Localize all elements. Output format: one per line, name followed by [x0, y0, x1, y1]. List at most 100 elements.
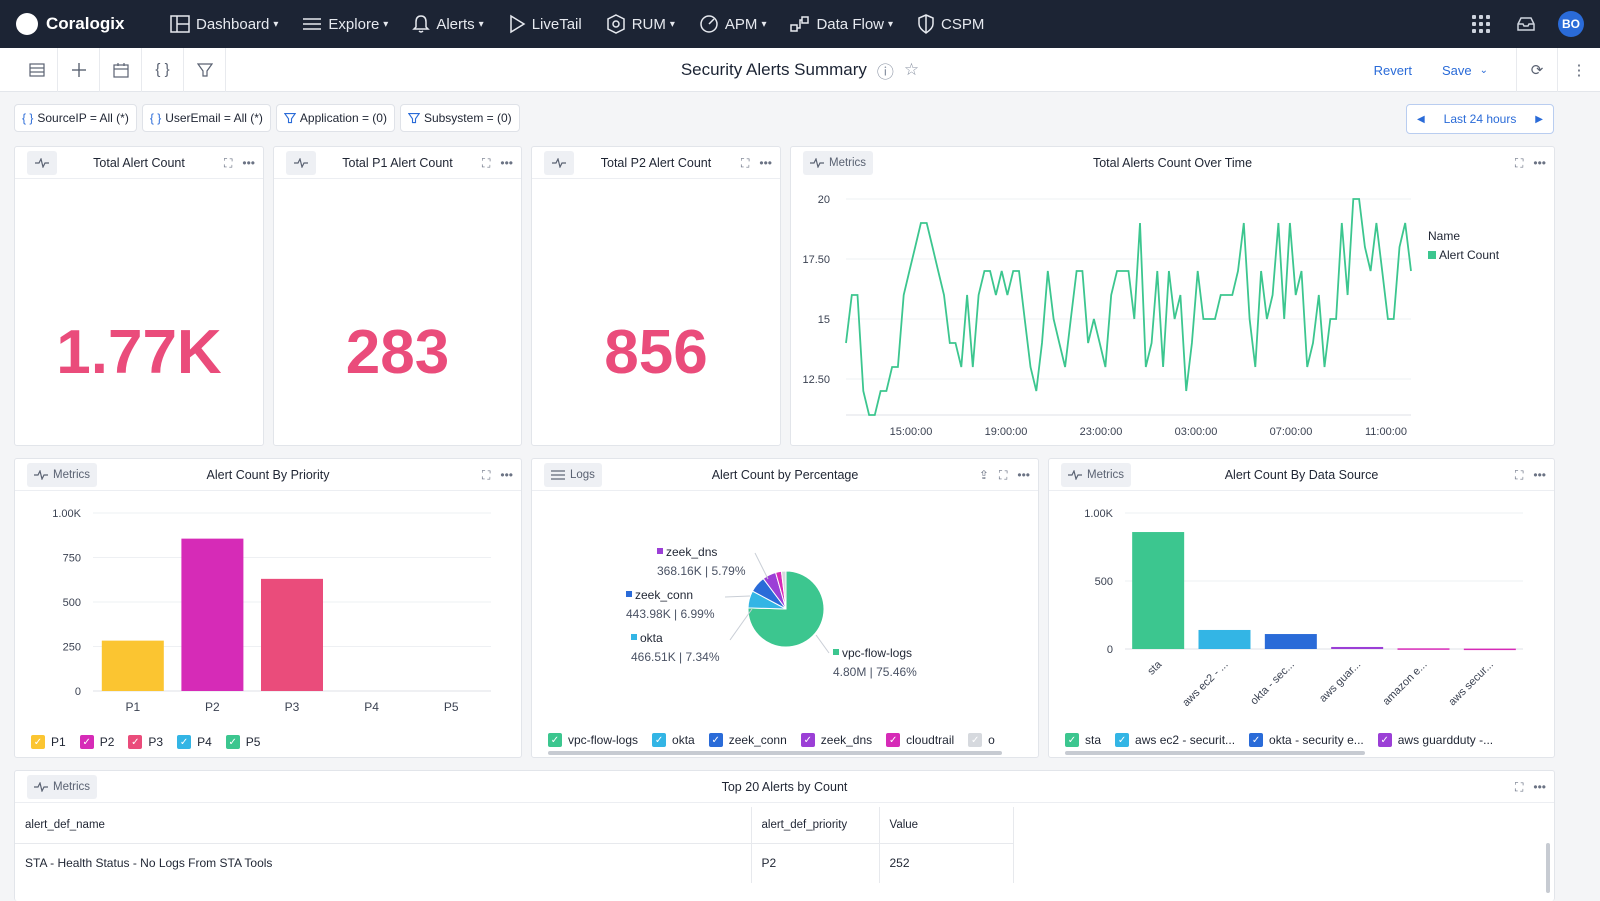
- legend-scrollbar[interactable]: [548, 751, 1002, 755]
- legend-item[interactable]: ✓ aws guardduty -...: [1377, 733, 1493, 747]
- filter-chip-subsystem[interactable]: Subsystem = (0): [399, 104, 520, 132]
- column-header[interactable]: alert_def_priority: [751, 807, 880, 844]
- more-horizontal-icon[interactable]: •••: [242, 156, 255, 170]
- export-icon[interactable]: ⇪: [978, 468, 989, 482]
- legend-checkbox[interactable]: ✓: [968, 733, 983, 747]
- stat-value: 283: [345, 318, 450, 387]
- coralogix-logo-icon: [16, 13, 38, 35]
- more-horizontal-icon[interactable]: •••: [759, 156, 772, 170]
- chart-legend: ✓ sta ✓ aws ec2 - securit... ✓ okta - securit…: [1065, 733, 1507, 747]
- nav-cspm[interactable]: CSPM: [917, 14, 984, 34]
- legend-checkbox[interactable]: ✓: [886, 733, 901, 747]
- legend-scrollbar[interactable]: [1065, 751, 1365, 755]
- inbox-icon[interactable]: [1516, 16, 1536, 32]
- legend-checkbox[interactable]: ✓: [800, 733, 815, 747]
- legend-item[interactable]: ✓ P3: [128, 735, 163, 749]
- nav-rum[interactable]: RUM ▾: [606, 14, 675, 34]
- refresh-button[interactable]: ⟳: [1516, 48, 1558, 92]
- column-header[interactable]: Value: [879, 807, 1014, 844]
- more-horizontal-icon[interactable]: •••: [1017, 468, 1030, 482]
- filter-chip-label: SourceIP = All (*): [37, 111, 129, 125]
- chevron-left-icon[interactable]: ◀: [1417, 113, 1425, 125]
- nav-dashboard[interactable]: Dashboard ▾: [170, 15, 278, 33]
- legend-item[interactable]: ✓ okta - security e...: [1249, 733, 1364, 747]
- legend-checkbox[interactable]: ✓: [79, 735, 94, 749]
- legend-checkbox[interactable]: ✓: [1249, 733, 1264, 747]
- variables-button[interactable]: { }: [142, 47, 184, 92]
- legend-checkbox[interactable]: ✓: [708, 733, 723, 747]
- revert-button[interactable]: Revert: [1373, 62, 1412, 78]
- chevron-right-icon[interactable]: ▶: [1535, 113, 1543, 125]
- legend-item[interactable]: ✓ P1: [31, 735, 66, 749]
- widgets-list-button[interactable]: [16, 47, 58, 92]
- legend-item[interactable]: ✓ vpc-flow-logs: [548, 733, 638, 747]
- expand-icon[interactable]: ⛶: [481, 467, 491, 482]
- legend-checkbox[interactable]: ✓: [177, 735, 192, 749]
- filter-chip-sourceip[interactable]: { } SourceIP = All (*): [14, 104, 137, 132]
- column-header[interactable]: alert_def_name: [15, 807, 752, 844]
- table-row[interactable]: STA - Health Status - No Logs From STA T…: [15, 843, 1014, 883]
- annotations-button[interactable]: [100, 47, 142, 92]
- kebab-icon: ⋮: [1571, 62, 1587, 79]
- more-horizontal-icon[interactable]: •••: [1533, 468, 1546, 482]
- legend-checkbox[interactable]: ✓: [31, 735, 45, 749]
- badge-label: Logs: [570, 469, 595, 481]
- time-range-picker[interactable]: ◀ Last 24 hours ▶: [1406, 104, 1554, 134]
- legend-label: okta: [672, 733, 695, 747]
- legend-checkbox[interactable]: ✓: [652, 733, 667, 747]
- more-horizontal-icon[interactable]: •••: [500, 468, 513, 482]
- more-options-button[interactable]: ⋮: [1558, 48, 1600, 92]
- legend-item[interactable]: ✓ okta: [652, 733, 695, 747]
- legend-item[interactable]: ✓ P2: [79, 735, 114, 749]
- dashboard-toolbar: { } Security Alerts Summary ⓘ ☆ Revert S…: [0, 47, 1600, 92]
- user-avatar[interactable]: BO: [1558, 11, 1584, 37]
- legend-checkbox[interactable]: ✓: [548, 733, 562, 747]
- save-button[interactable]: Save ⌄: [1442, 63, 1488, 78]
- legend-item[interactable]: ✓ sta: [1065, 733, 1101, 747]
- nav-cspm-label: CSPM: [941, 15, 985, 33]
- legend-item[interactable]: ✓ zeek_dns: [800, 733, 872, 747]
- more-horizontal-icon[interactable]: •••: [1533, 156, 1546, 170]
- label-swatch: [626, 591, 632, 597]
- legend-item[interactable]: ✓ aws ec2 - securit...: [1115, 733, 1235, 747]
- nav-livetail[interactable]: LiveTail: [508, 14, 582, 34]
- nav-alerts-label: Alerts: [436, 15, 475, 33]
- legend-item[interactable]: ✓ o: [968, 733, 995, 747]
- filters-button[interactable]: [184, 47, 226, 92]
- nav-dataflow[interactable]: Data Flow ▾: [790, 15, 893, 33]
- nav-explore[interactable]: Explore ▾: [302, 16, 388, 33]
- expand-icon[interactable]: ⛶: [740, 155, 750, 170]
- apps-grid-icon[interactable]: [1472, 15, 1490, 33]
- more-horizontal-icon[interactable]: •••: [1533, 780, 1546, 794]
- star-icon[interactable]: ☆: [903, 60, 920, 79]
- expand-icon[interactable]: ⛶: [223, 155, 233, 170]
- legend-checkbox[interactable]: ✓: [225, 735, 240, 749]
- expand-icon[interactable]: ⛶: [1514, 155, 1524, 170]
- legend-checkbox[interactable]: ✓: [1115, 733, 1130, 747]
- legend-checkbox[interactable]: ✓: [1377, 733, 1392, 747]
- expand-icon[interactable]: ⛶: [481, 155, 491, 170]
- expand-icon[interactable]: ⛶: [998, 467, 1008, 482]
- expand-icon[interactable]: ⛶: [1514, 779, 1524, 794]
- brand[interactable]: Coralogix: [16, 13, 146, 35]
- legend-item[interactable]: ✓ cloudtrail: [886, 733, 954, 747]
- save-button-label: Save: [1441, 62, 1472, 78]
- leader-line: [754, 552, 769, 580]
- nav-apm[interactable]: APM ▾: [699, 14, 766, 34]
- legend-checkbox[interactable]: ✓: [128, 735, 143, 749]
- legend-item[interactable]: ✓ zeek_conn: [708, 733, 787, 747]
- filter-chip-application[interactable]: Application = (0): [275, 104, 395, 132]
- legend-item[interactable]: ✓ P4: [177, 735, 212, 749]
- legend-checkbox[interactable]: ✓: [1065, 733, 1079, 747]
- more-horizontal-icon[interactable]: •••: [500, 156, 513, 170]
- expand-icon[interactable]: ⛶: [1514, 467, 1524, 482]
- legend-item[interactable]: ✓ P5: [225, 735, 260, 749]
- nav-alerts[interactable]: Alerts ▾: [412, 14, 484, 34]
- info-icon[interactable]: ⓘ: [876, 62, 894, 82]
- panel-title: Total Alert Count: [93, 156, 185, 170]
- add-widget-button[interactable]: [58, 47, 100, 92]
- legend-label: P4: [197, 735, 212, 749]
- filter-chip-useremail[interactable]: { } UserEmail = All (*): [141, 104, 271, 132]
- table-scrollbar[interactable]: [1546, 843, 1550, 893]
- panel-title: Alert Count By Data Source: [1224, 468, 1379, 482]
